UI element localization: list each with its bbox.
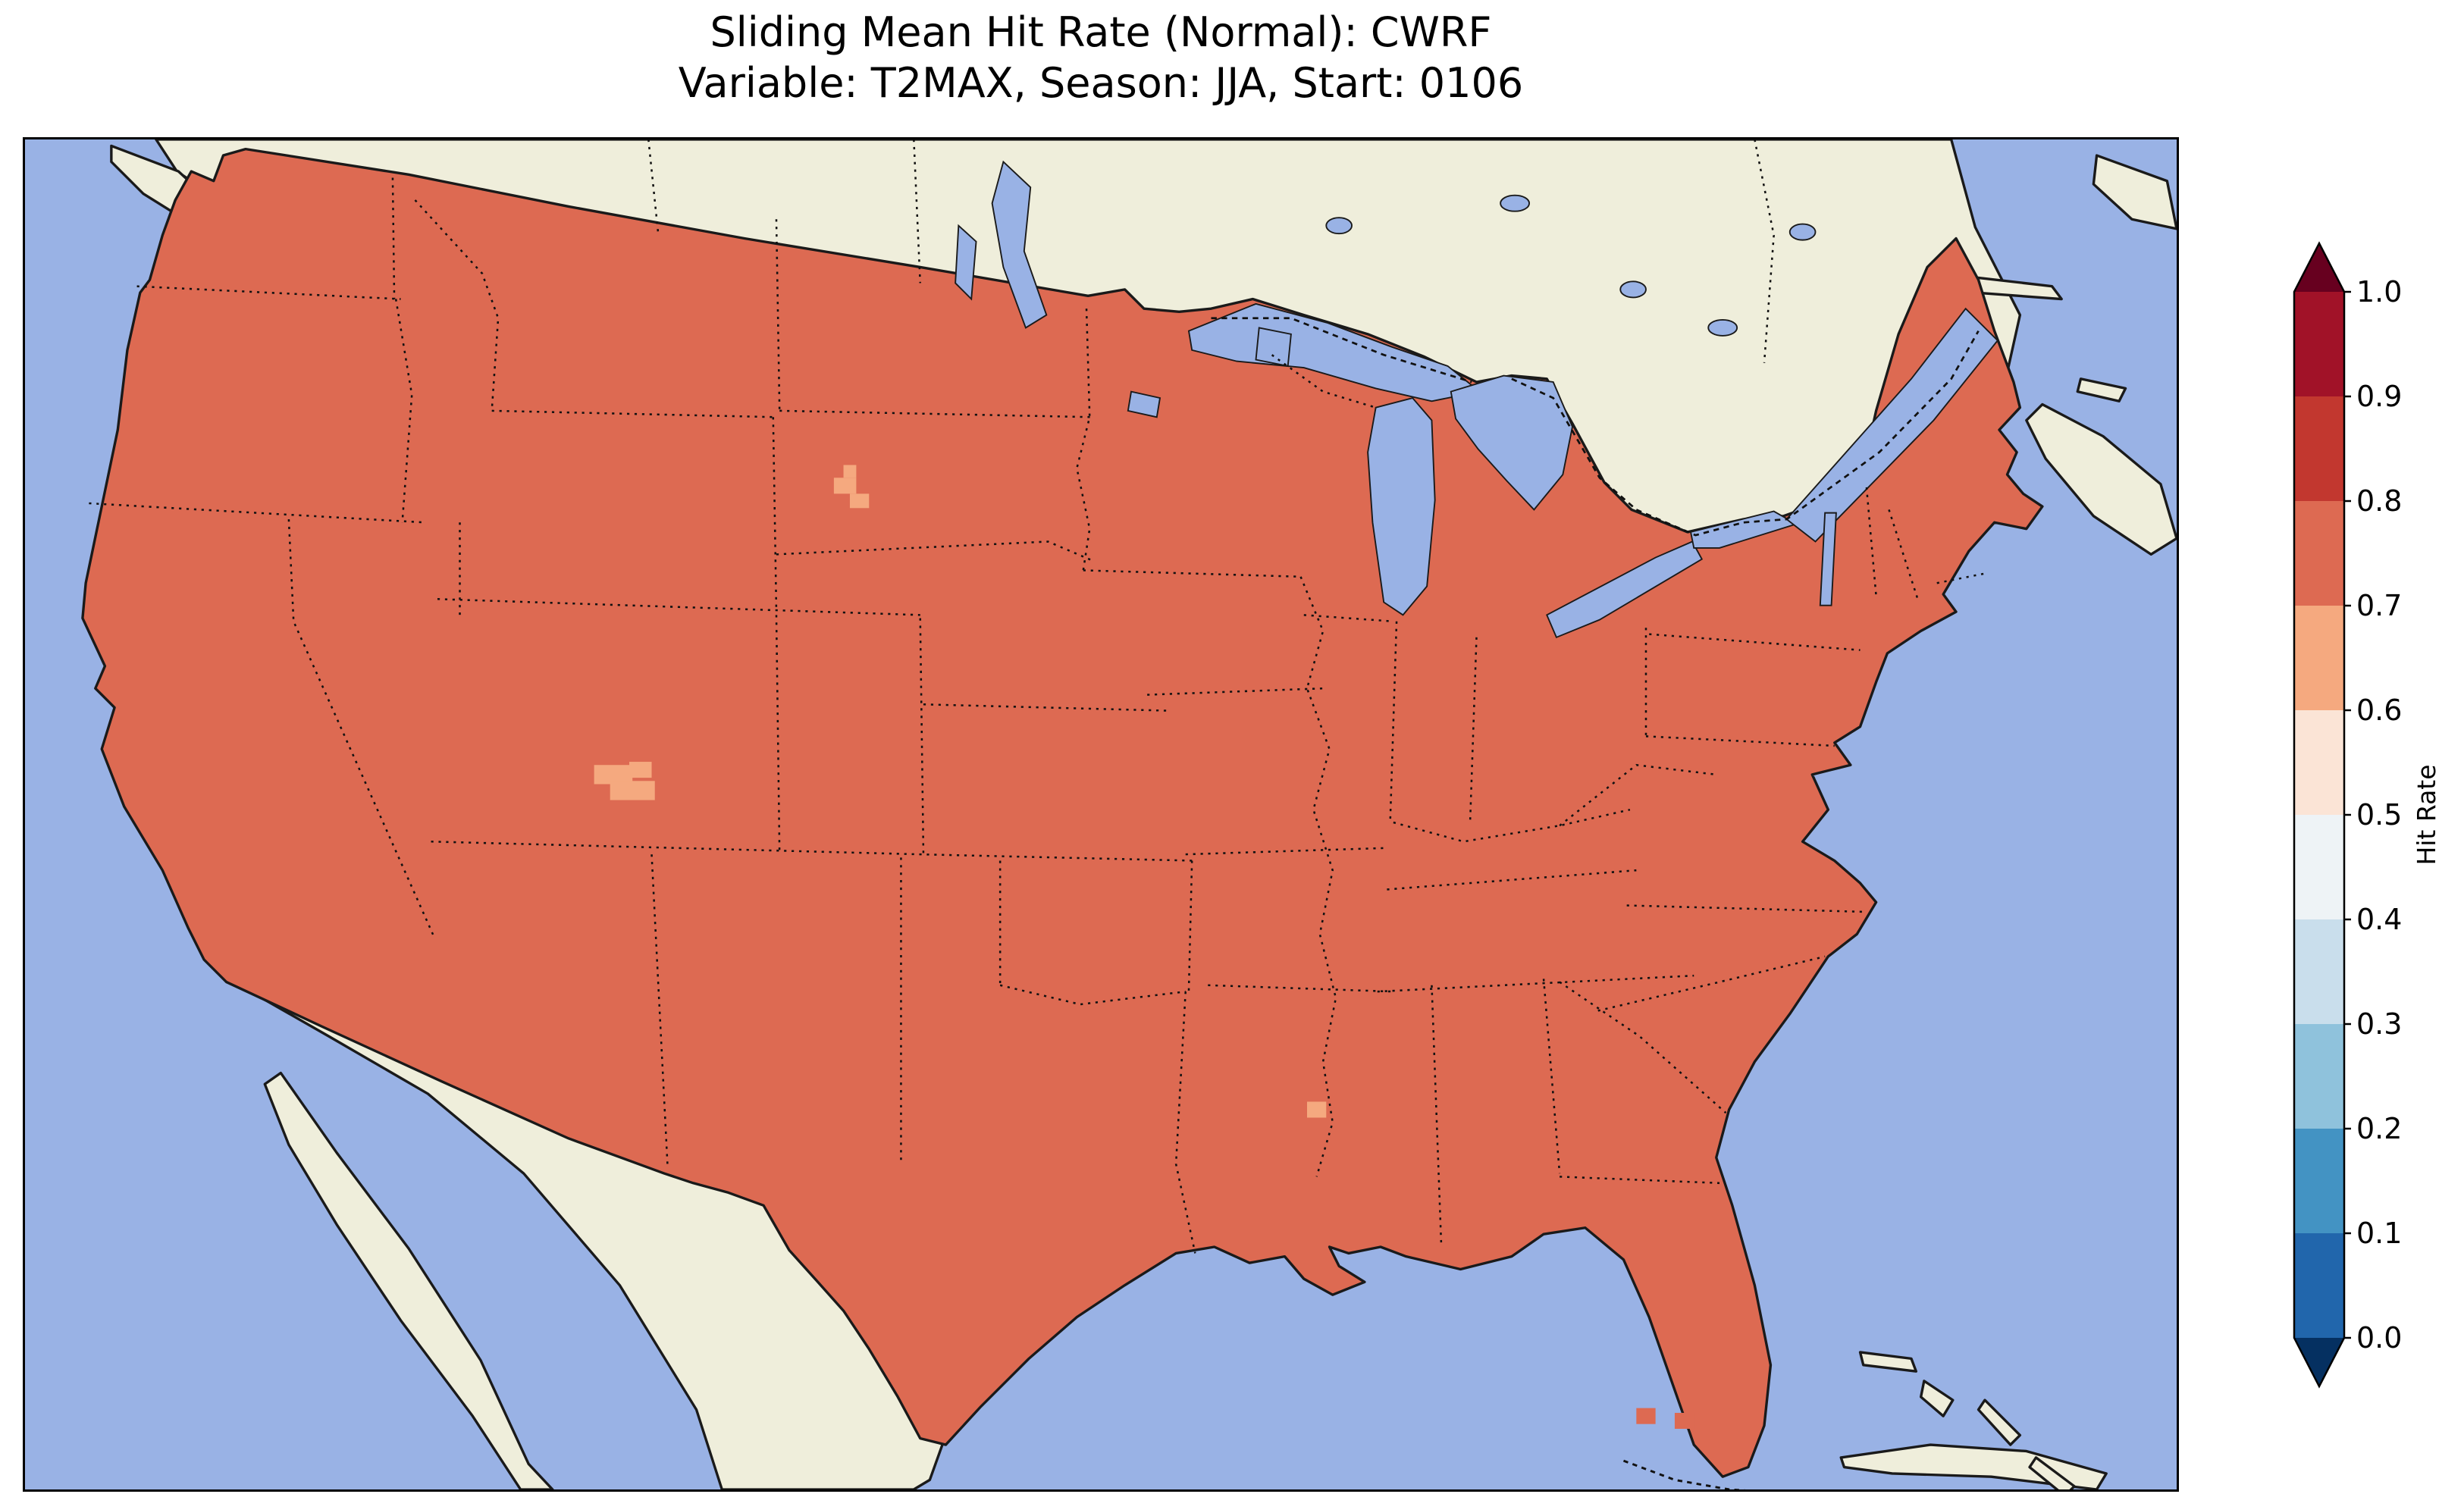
us-canada-border	[1211, 317, 1980, 537]
colorbar-tick-label: 0.8	[2356, 484, 2402, 518]
canadian-lake	[1707, 318, 1738, 337]
colorbar-tick-label: 0.7	[2356, 589, 2402, 622]
lake-manitoba	[955, 224, 977, 301]
colorbar-segment	[2294, 292, 2344, 396]
keys-cell	[1636, 1408, 1656, 1424]
south-dakota-patch	[833, 478, 857, 494]
st-lawrence-river	[1785, 307, 1999, 543]
colorbar-tick-label: 0.6	[2356, 694, 2402, 727]
colorbar-segment	[2294, 710, 2344, 815]
lake-champlain	[1819, 512, 1837, 606]
colorbar-svg: 0.0 0.1 0.2 0.3 0.4 0.5 0.6 0.7 0.8 0.9 1.0 Hit Rat…	[2293, 241, 2441, 1389]
colorbar-segment	[2294, 1129, 2344, 1233]
colorbar-under-arrow	[2294, 1338, 2344, 1386]
canadian-lake	[1500, 194, 1531, 212]
colorbar-segment	[2294, 606, 2344, 710]
colorbar-segment	[2294, 815, 2344, 919]
colorbar-segment	[2294, 501, 2344, 606]
colorbar-segment	[2294, 919, 2344, 1024]
colorbar-tick-label: 0.1	[2356, 1217, 2402, 1250]
map-axes	[23, 137, 2179, 1492]
colorbar-tick-label: 0.9	[2356, 380, 2402, 413]
colorbar-tick-label: 0.5	[2356, 798, 2402, 832]
cuba	[1839, 1443, 2108, 1489]
baja-california-peninsula	[263, 1071, 554, 1489]
colorbar-segment	[2294, 1024, 2344, 1129]
colorbar-axis-label: Hit Rate	[2412, 764, 2441, 865]
lake-winnipeg	[991, 160, 1048, 329]
colorbar-segment	[2294, 396, 2344, 501]
lake-nipigon	[1255, 327, 1292, 368]
south-dakota-patch	[843, 465, 857, 478]
south-dakota-patch	[849, 493, 870, 509]
us-map	[25, 139, 2177, 1489]
newfoundland	[2092, 154, 2177, 230]
nova-scotia	[2025, 402, 2177, 556]
colorbar-tick-label: 0.4	[2356, 903, 2402, 936]
state-borders	[89, 139, 1986, 1254]
colorbar-tick-label: 0.2	[2356, 1112, 2402, 1145]
new-mexico-patch	[610, 781, 655, 800]
colorbar: 0.0 0.1 0.2 0.3 0.4 0.5 0.6 0.7 0.8 0.9 1.0 Hit Rat…	[2287, 235, 2464, 1395]
colorbar-segment	[2294, 1233, 2344, 1338]
plot-title: Sliding Mean Hit Rate (Normal): CWRF Var…	[23, 8, 2179, 109]
prince-edward-island	[2076, 377, 2127, 402]
canadian-lake	[1788, 223, 1817, 241]
colorbar-tick-label: 0.0	[2356, 1321, 2402, 1355]
colorbar-over-arrow	[2294, 243, 2344, 292]
lake-of-the-woods	[1127, 390, 1161, 418]
canadian-lake	[1619, 280, 1647, 299]
plot-title-line2: Variable: T2MAX, Season: JJA, Start: 010…	[678, 58, 1524, 107]
lake-erie	[1546, 540, 1704, 639]
keys-cell	[1674, 1412, 1694, 1430]
louisiana-cell	[1306, 1101, 1327, 1118]
florida-keys-cells	[1636, 1408, 1694, 1430]
lake-michigan	[1367, 396, 1436, 616]
colorbar-tick-label: 1.0	[2356, 275, 2402, 309]
lake-huron	[1450, 374, 1573, 511]
lakes	[955, 160, 1999, 639]
low-hit-rate-patches	[594, 465, 1327, 1118]
canadian-lake	[1325, 217, 1353, 235]
bahamas-islands	[1858, 1351, 2076, 1489]
new-mexico-patch	[629, 762, 652, 778]
plot-title-line1: Sliding Mean Hit Rate (Normal): CWRF	[710, 8, 1492, 56]
colorbar-tick-label: 0.3	[2356, 1007, 2402, 1041]
